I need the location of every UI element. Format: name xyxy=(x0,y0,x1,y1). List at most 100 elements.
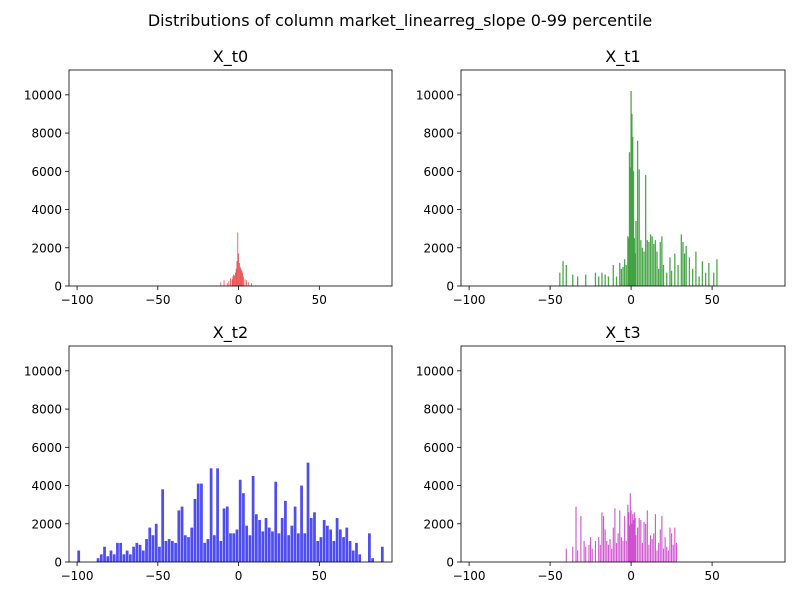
histogram-bar xyxy=(615,542,618,562)
histogram-bar xyxy=(685,245,687,286)
histogram-bar xyxy=(335,518,339,562)
histogram-bar xyxy=(632,136,634,286)
histogram-bar xyxy=(203,542,207,562)
histogram-bar xyxy=(659,242,661,286)
subplot-x-t0: X_t0 −100 −50 0 50 0 2000 4000 6000 8000 10000 xyxy=(24,47,393,307)
histogram-bar xyxy=(641,247,644,286)
histogram-bar xyxy=(635,535,637,562)
histogram-bars xyxy=(77,462,384,562)
histogram-bar xyxy=(222,508,226,562)
x-tick-label: 0 xyxy=(627,293,635,307)
histogram-bar xyxy=(607,276,610,286)
histogram-bar xyxy=(200,483,203,562)
histogram-bar xyxy=(675,542,678,562)
histogram-bar xyxy=(666,546,668,562)
histogram-bars xyxy=(565,493,678,562)
histogram-bar xyxy=(625,264,627,286)
x-tick-label: 50 xyxy=(704,293,719,307)
histogram-bar xyxy=(612,264,614,286)
histogram-bar xyxy=(658,542,660,562)
histogram-bar xyxy=(309,518,313,562)
histogram-bar xyxy=(666,272,668,286)
y-tick-label: 10000 xyxy=(416,88,454,102)
histogram-bar xyxy=(240,268,242,286)
histogram-bar xyxy=(237,232,239,286)
y-tick-label: 4000 xyxy=(31,479,62,493)
histogram-bar xyxy=(141,550,145,562)
histogram-bar xyxy=(231,279,233,286)
histogram-bar xyxy=(638,169,640,286)
y-tick-label: 10000 xyxy=(24,88,62,102)
x-tick-label: −50 xyxy=(537,293,562,307)
y-tick-label: 2000 xyxy=(31,517,62,531)
figure-title: Distributions of column market_linearreg… xyxy=(148,11,652,31)
histogram-bar xyxy=(630,91,632,286)
histogram-bar xyxy=(239,266,241,286)
histogram-bar xyxy=(662,548,665,562)
histogram-bar xyxy=(598,276,600,286)
histogram-bar xyxy=(620,268,623,286)
x-tick-label: −50 xyxy=(145,569,170,583)
y-tick-label: 8000 xyxy=(31,127,62,141)
histogram-bar xyxy=(193,498,197,562)
x-tick-label: 50 xyxy=(312,293,327,307)
histogram-bar xyxy=(138,544,142,562)
histogram-bar xyxy=(306,462,310,562)
y-tick-label: 2000 xyxy=(31,241,62,255)
histogram-bar xyxy=(332,540,336,562)
histogram-bar xyxy=(619,263,621,286)
histogram-bar xyxy=(627,236,629,286)
histogram-bar xyxy=(577,550,579,562)
histogram-bar xyxy=(223,280,225,286)
subplot-title: X_t3 xyxy=(605,323,640,343)
histogram-bar xyxy=(247,282,249,286)
histogram-bar xyxy=(271,531,274,562)
histogram-bar xyxy=(572,274,574,286)
histogram-bar xyxy=(109,550,113,562)
histogram-bar xyxy=(657,268,660,286)
histogram-bar xyxy=(274,481,278,562)
histogram-bar xyxy=(599,544,601,562)
histogram-bars xyxy=(559,91,718,287)
histogram-bar xyxy=(656,251,658,286)
histogram-bar xyxy=(190,527,194,562)
histogram-bar xyxy=(565,548,567,562)
axis-ticks: −100 −50 0 50 0 2000 4000 6000 8000 10000 xyxy=(416,364,720,583)
histogram-bar xyxy=(280,518,284,562)
histogram-bar xyxy=(559,272,561,286)
histogram-bar xyxy=(254,514,258,562)
histogram-bar xyxy=(645,175,647,286)
histogram-bar xyxy=(629,167,631,286)
histogram-bar xyxy=(161,489,165,562)
histogram-bar xyxy=(342,537,345,562)
histogram-bar xyxy=(177,510,181,562)
histogram-bar xyxy=(625,540,627,562)
histogram-bar xyxy=(632,514,634,562)
histogram-bar xyxy=(607,544,609,562)
y-tick-label: 8000 xyxy=(31,403,62,417)
axis-ticks: −100 −50 0 50 0 2000 4000 6000 8000 10000 xyxy=(24,88,327,307)
histogram-bar xyxy=(704,272,707,286)
y-tick-label: 10000 xyxy=(24,364,62,378)
axes-frame xyxy=(460,345,786,563)
histogram-bar xyxy=(634,253,636,286)
histogram-bar xyxy=(319,537,323,562)
histogram-bar xyxy=(643,251,645,286)
subplot-title: X_t1 xyxy=(605,47,640,67)
y-tick-label: 8000 xyxy=(423,127,454,141)
histogram-bar xyxy=(680,234,682,286)
histogram-bar xyxy=(251,475,255,562)
histogram-bar xyxy=(316,540,320,562)
histogram-bar xyxy=(206,539,210,562)
axes-frame xyxy=(68,345,393,563)
histogram-bar xyxy=(631,113,633,287)
histogram-bar xyxy=(674,253,676,286)
histogram-bar xyxy=(565,264,567,286)
histogram-bar xyxy=(235,268,237,286)
histogram-bar xyxy=(594,272,597,286)
histogram-bar xyxy=(284,500,287,562)
y-tick-label: 8000 xyxy=(423,403,454,417)
y-tick-label: 0 xyxy=(54,280,62,294)
